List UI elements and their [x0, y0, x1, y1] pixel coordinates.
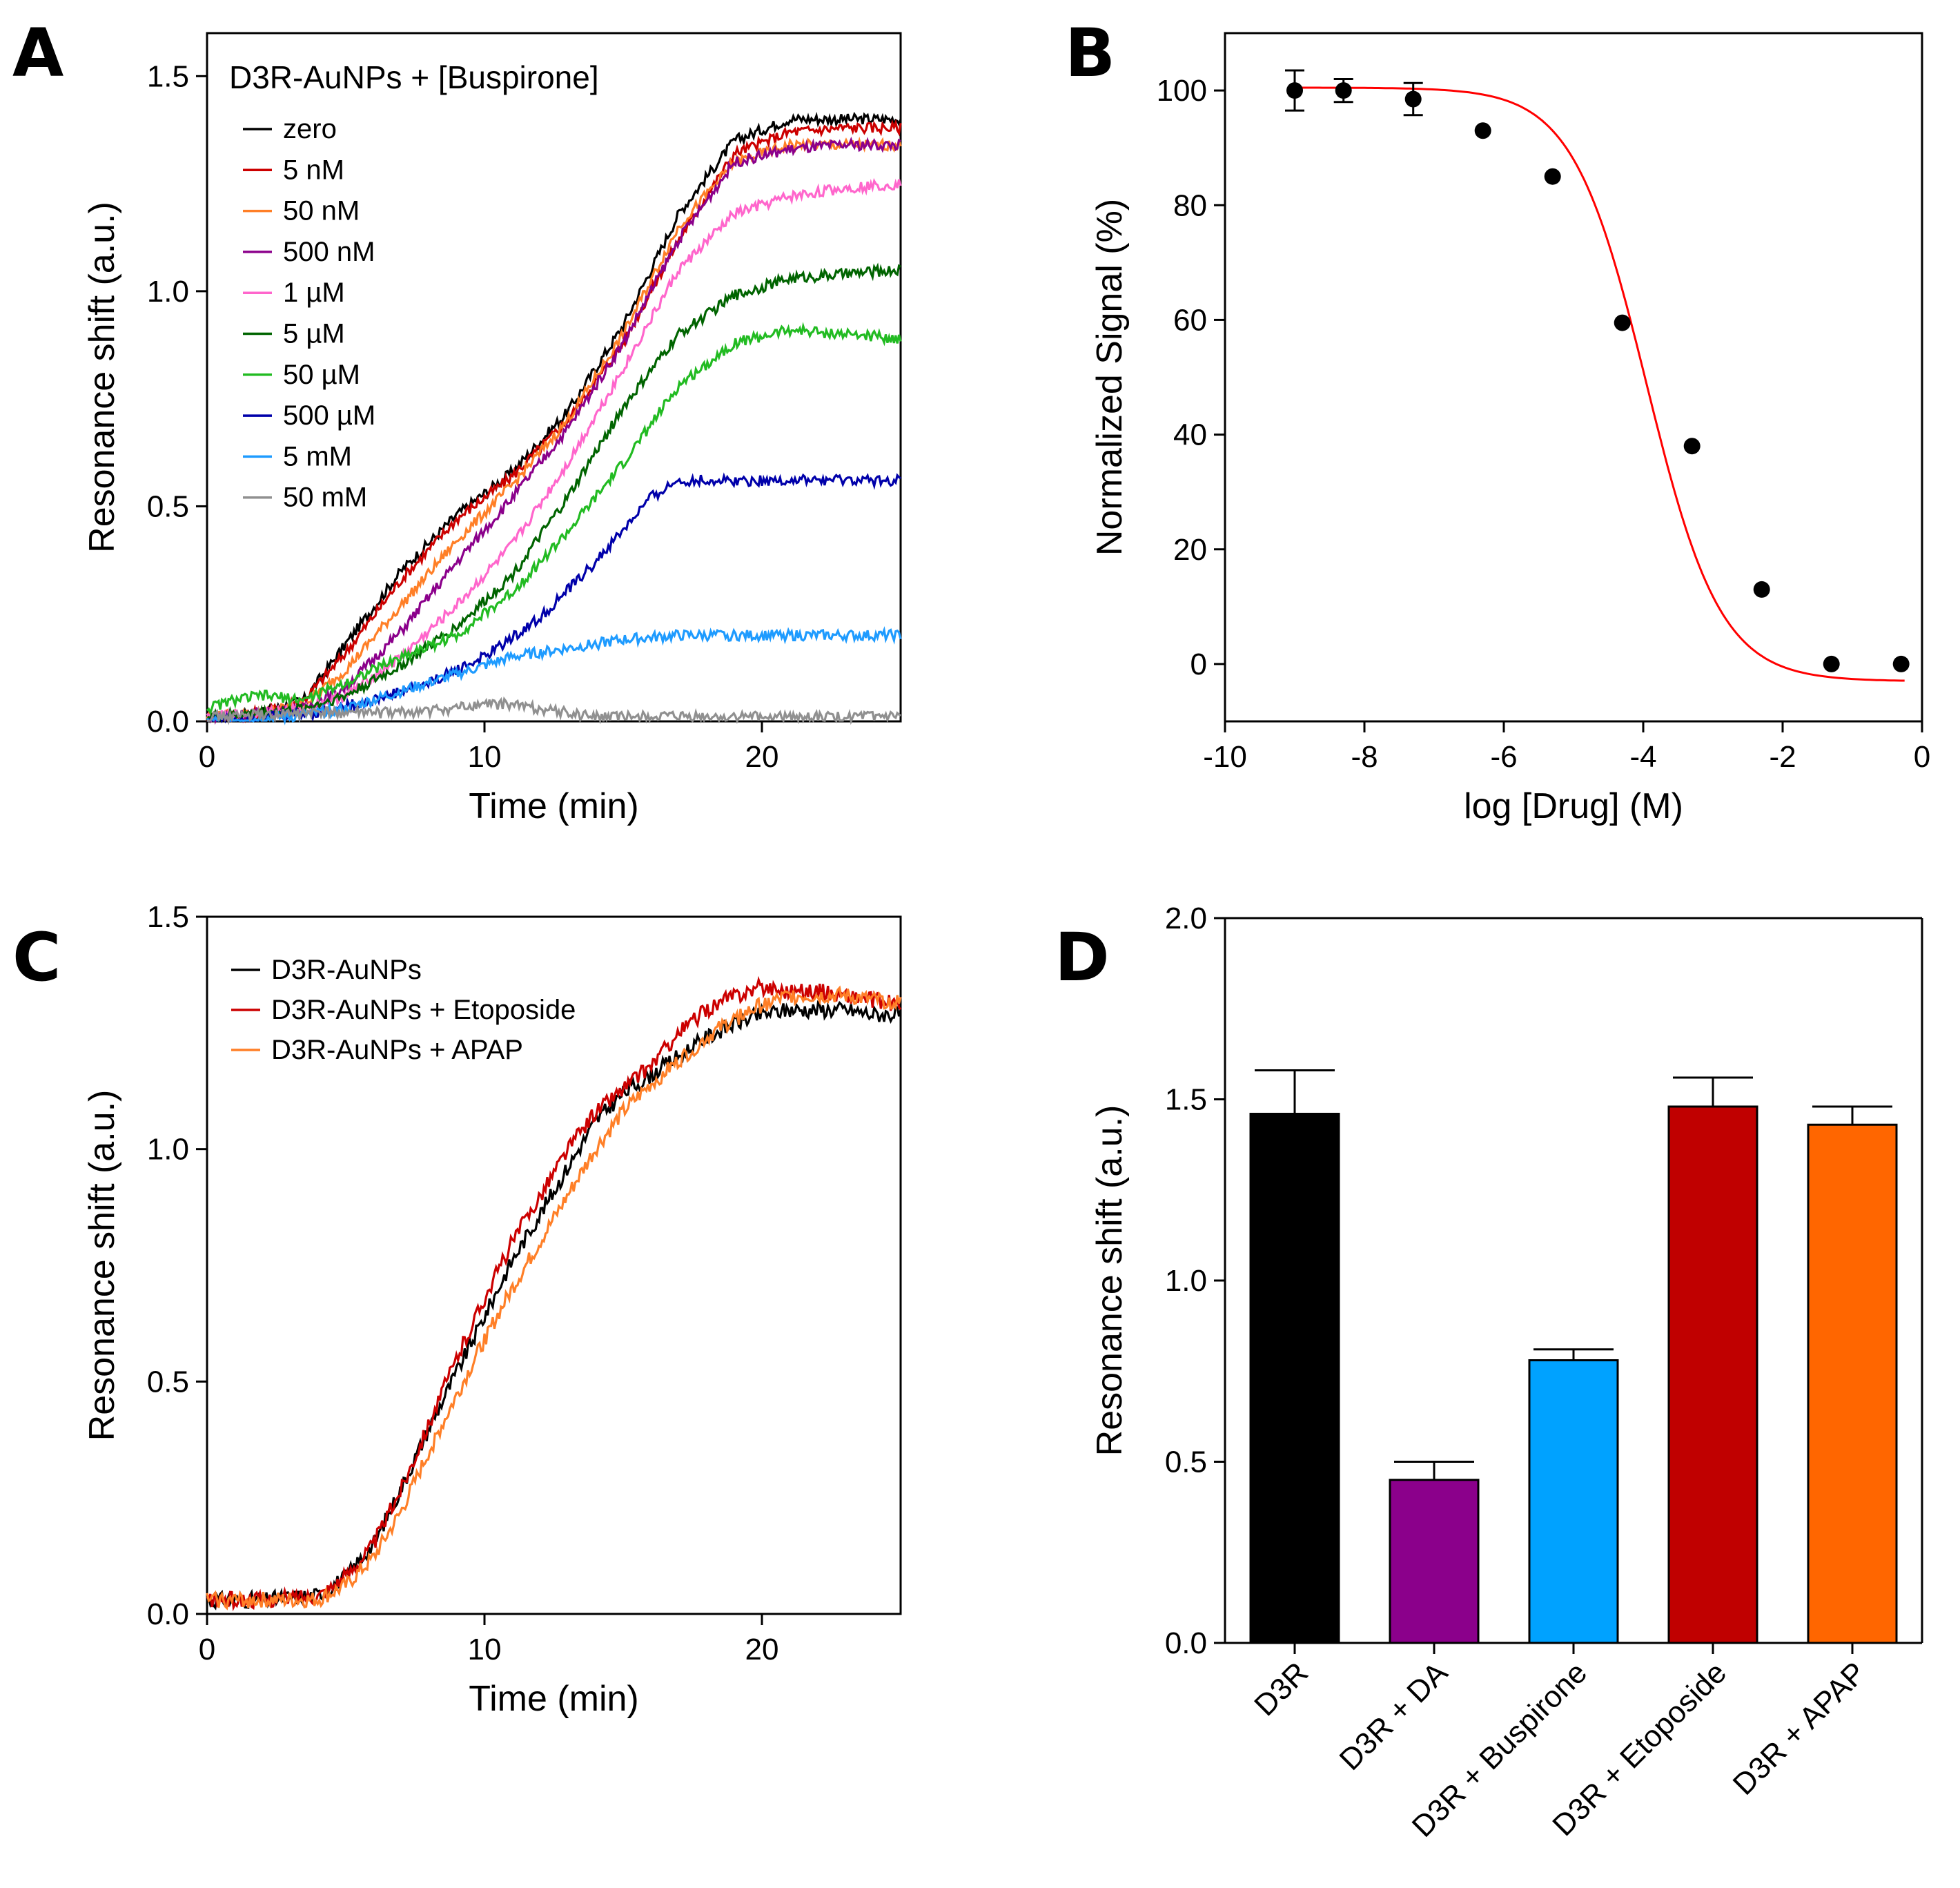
y-axis-title: Normalized Signal (%) — [1090, 199, 1130, 556]
data-point — [1823, 655, 1840, 672]
data-point — [1286, 82, 1303, 99]
panel-a: 0 10 20 0.0 0.5 1.0 1.5 D3R-AuNPs + [Buspirone]… — [82, 32, 902, 826]
y-tick-label: 0.5 — [147, 489, 189, 523]
y-tick-label: 2.0 — [1165, 902, 1207, 935]
x-axis-title: Time (min) — [469, 786, 639, 826]
data-point — [1753, 581, 1770, 598]
y-tick-label: 20 — [1173, 533, 1207, 567]
y-tick-label: 1.0 — [147, 1133, 189, 1167]
x-tick-label: 0 — [199, 1633, 215, 1666]
panel-c: 0 10 20 0.0 0.5 1.0 1.5 D3R-AuNPs D3R-AuNPs + Et… — [82, 900, 902, 1719]
category-label: D3R + DA — [1333, 1655, 1454, 1777]
legend-label: 500 µM — [283, 400, 375, 431]
y-tick-label: 60 — [1173, 303, 1207, 337]
legend-label: 50 mM — [283, 483, 367, 513]
bar-3 — [1528, 1359, 1619, 1644]
x-tick-label: -6 — [1490, 740, 1517, 774]
y-tick-label: 1.5 — [147, 900, 189, 934]
legend-label: 5 µM — [283, 319, 345, 349]
y-tick-label: 0.0 — [147, 1597, 189, 1631]
category-label: D3R — [1248, 1655, 1315, 1722]
legend-label: 5 mM — [283, 441, 352, 471]
y-tick-label: 1.0 — [1165, 1264, 1207, 1298]
legend-label: 500 nM — [283, 237, 375, 267]
fit-curve — [1295, 86, 1905, 682]
series-line-1 — [206, 1000, 902, 1610]
legend-label: 1 µM — [283, 278, 345, 308]
data-point — [1614, 314, 1631, 331]
y-tick-label: 0.5 — [147, 1365, 189, 1399]
y-axis-title: Resonance shift (a.u.) — [82, 202, 122, 553]
y-tick-label: 80 — [1173, 188, 1207, 222]
data-point — [1474, 122, 1491, 139]
data-point — [1683, 438, 1701, 455]
legend-label: 5 nM — [283, 155, 344, 185]
bar-4 — [1667, 1105, 1758, 1644]
series-line-3 — [206, 985, 902, 1610]
x-tick-label: 20 — [745, 740, 779, 774]
category-label: D3R + APAP — [1727, 1655, 1872, 1801]
x-tick-label: 10 — [468, 740, 502, 774]
x-tick-label: -4 — [1629, 740, 1656, 774]
x-tick-label: -8 — [1351, 740, 1378, 774]
y-tick-label: 1.5 — [1165, 1083, 1207, 1117]
y-tick-label: 0.0 — [147, 705, 189, 739]
panel-letter-d: D — [1055, 919, 1110, 996]
plot-frame — [1224, 32, 1923, 723]
x-tick-label: 0 — [1914, 740, 1930, 774]
data-point — [1892, 655, 1910, 672]
x-axis-title: log [Drug] (M) — [1464, 786, 1683, 826]
legend-label: D3R-AuNPs + APAP — [271, 1035, 523, 1065]
bar-1 — [1249, 1113, 1340, 1644]
legend-label: zero — [283, 114, 337, 144]
plot-frame — [206, 32, 902, 723]
series-line-10 — [206, 696, 901, 726]
bar-2 — [1389, 1479, 1480, 1644]
data-point — [1544, 168, 1561, 185]
bar-5 — [1807, 1123, 1898, 1644]
plot-frame — [206, 915, 902, 1615]
legend-label: 50 µM — [283, 360, 360, 390]
y-tick-label: 1.5 — [147, 59, 189, 93]
legend-title: D3R-AuNPs + [Buspirone] — [229, 59, 599, 95]
series-line-7 — [206, 322, 902, 715]
x-axis-title: Time (min) — [469, 1679, 639, 1719]
x-tick-label: -10 — [1203, 740, 1247, 774]
series-line-9 — [206, 625, 902, 726]
data-point — [1335, 82, 1352, 99]
legend-label: 50 nM — [283, 196, 360, 226]
x-tick-label: 20 — [745, 1633, 779, 1666]
series-line-2 — [206, 975, 902, 1612]
x-tick-label: -2 — [1769, 740, 1796, 774]
y-axis-title: Resonance shift (a.u.) — [1090, 1105, 1130, 1457]
series-line-5 — [206, 177, 902, 723]
y-tick-label: 40 — [1173, 418, 1207, 452]
panel-letter-b: B — [1065, 14, 1115, 92]
x-tick-label: 10 — [468, 1633, 502, 1666]
panel-letter-a: A — [12, 14, 63, 92]
y-tick-label: 0 — [1190, 648, 1207, 681]
data-point — [1404, 90, 1422, 108]
y-tick-label: 100 — [1157, 74, 1207, 108]
series-line-1 — [206, 111, 902, 724]
legend-label: D3R-AuNPs — [271, 955, 422, 985]
legend-label: D3R-AuNPs + Etoposide — [271, 995, 576, 1025]
y-tick-label: 1.0 — [147, 275, 189, 309]
y-tick-label: 0.0 — [1165, 1626, 1207, 1660]
panel-letter-c: C — [12, 919, 61, 996]
x-tick-label: 0 — [199, 740, 215, 774]
panel-b: -10 -8 -6 -4 -2 0 0 20 40 60 80 100 log [Drug] (M) No… — [1090, 32, 1930, 826]
y-tick-label: 0.5 — [1165, 1446, 1207, 1479]
y-axis-title: Resonance shift (a.u.) — [82, 1090, 122, 1441]
